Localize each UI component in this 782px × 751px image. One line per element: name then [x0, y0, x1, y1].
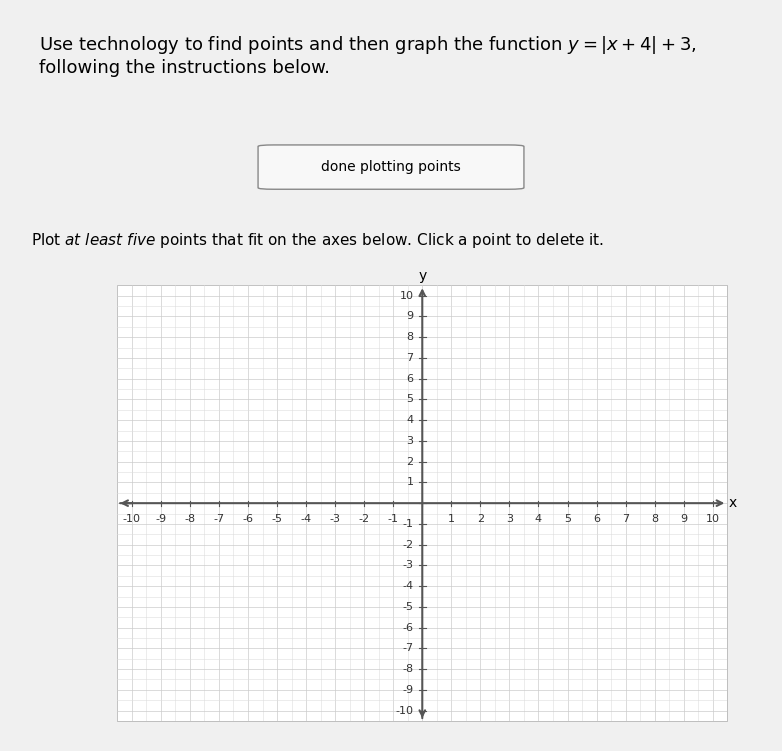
Text: -8: -8	[403, 664, 414, 674]
Text: 8: 8	[407, 332, 414, 342]
Text: 1: 1	[407, 478, 414, 487]
Text: 5: 5	[407, 394, 414, 405]
Text: 1: 1	[448, 514, 455, 523]
Text: 10: 10	[400, 291, 414, 300]
Text: -10: -10	[123, 514, 141, 523]
Text: 7: 7	[407, 353, 414, 363]
FancyBboxPatch shape	[258, 145, 524, 189]
Text: 2: 2	[477, 514, 484, 523]
Text: -10: -10	[396, 706, 414, 716]
Text: 5: 5	[564, 514, 571, 523]
Text: -4: -4	[300, 514, 312, 523]
Text: 2: 2	[407, 457, 414, 466]
Text: -6: -6	[403, 623, 414, 632]
Text: 4: 4	[407, 415, 414, 425]
Text: -2: -2	[359, 514, 370, 523]
Text: 7: 7	[622, 514, 630, 523]
Text: -1: -1	[403, 519, 414, 529]
Text: 9: 9	[407, 312, 414, 321]
Text: -7: -7	[213, 514, 224, 523]
Text: -9: -9	[403, 685, 414, 695]
Text: Plot $\it{at\ least\ five}$ points that fit on the axes below. Click a point to : Plot $\it{at\ least\ five}$ points that …	[31, 231, 604, 250]
Text: -3: -3	[330, 514, 341, 523]
Text: 4: 4	[535, 514, 542, 523]
Text: -2: -2	[403, 540, 414, 550]
Text: -5: -5	[403, 602, 414, 612]
Text: -3: -3	[403, 560, 414, 571]
Text: 8: 8	[651, 514, 658, 523]
Text: -5: -5	[271, 514, 282, 523]
Text: 6: 6	[593, 514, 600, 523]
Text: 6: 6	[407, 374, 414, 384]
Text: -4: -4	[403, 581, 414, 591]
Text: -1: -1	[388, 514, 399, 523]
Text: Use technology to find points and then graph the function $y = |x + 4| + 3$,
fol: Use technology to find points and then g…	[39, 34, 697, 77]
Text: -6: -6	[242, 514, 253, 523]
Text: -8: -8	[185, 514, 196, 523]
Text: done plotting points: done plotting points	[321, 161, 461, 174]
Text: 10: 10	[705, 514, 719, 523]
Text: y: y	[418, 270, 426, 283]
Text: -7: -7	[403, 644, 414, 653]
Text: 3: 3	[407, 436, 414, 446]
Text: 3: 3	[506, 514, 513, 523]
Text: 9: 9	[680, 514, 687, 523]
Text: x: x	[729, 496, 737, 510]
Text: -9: -9	[156, 514, 167, 523]
